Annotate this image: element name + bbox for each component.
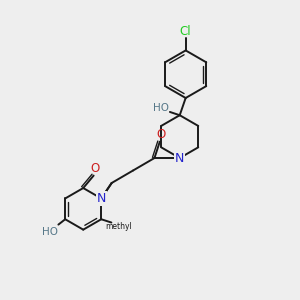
Text: N: N: [97, 192, 106, 205]
Text: N: N: [97, 192, 106, 205]
Text: Cl: Cl: [180, 25, 191, 38]
Text: O: O: [91, 162, 100, 175]
Text: O: O: [157, 128, 166, 141]
Text: methyl: methyl: [106, 222, 133, 231]
Text: N: N: [175, 152, 184, 164]
Text: HO: HO: [42, 227, 58, 237]
Text: HO: HO: [153, 103, 169, 113]
